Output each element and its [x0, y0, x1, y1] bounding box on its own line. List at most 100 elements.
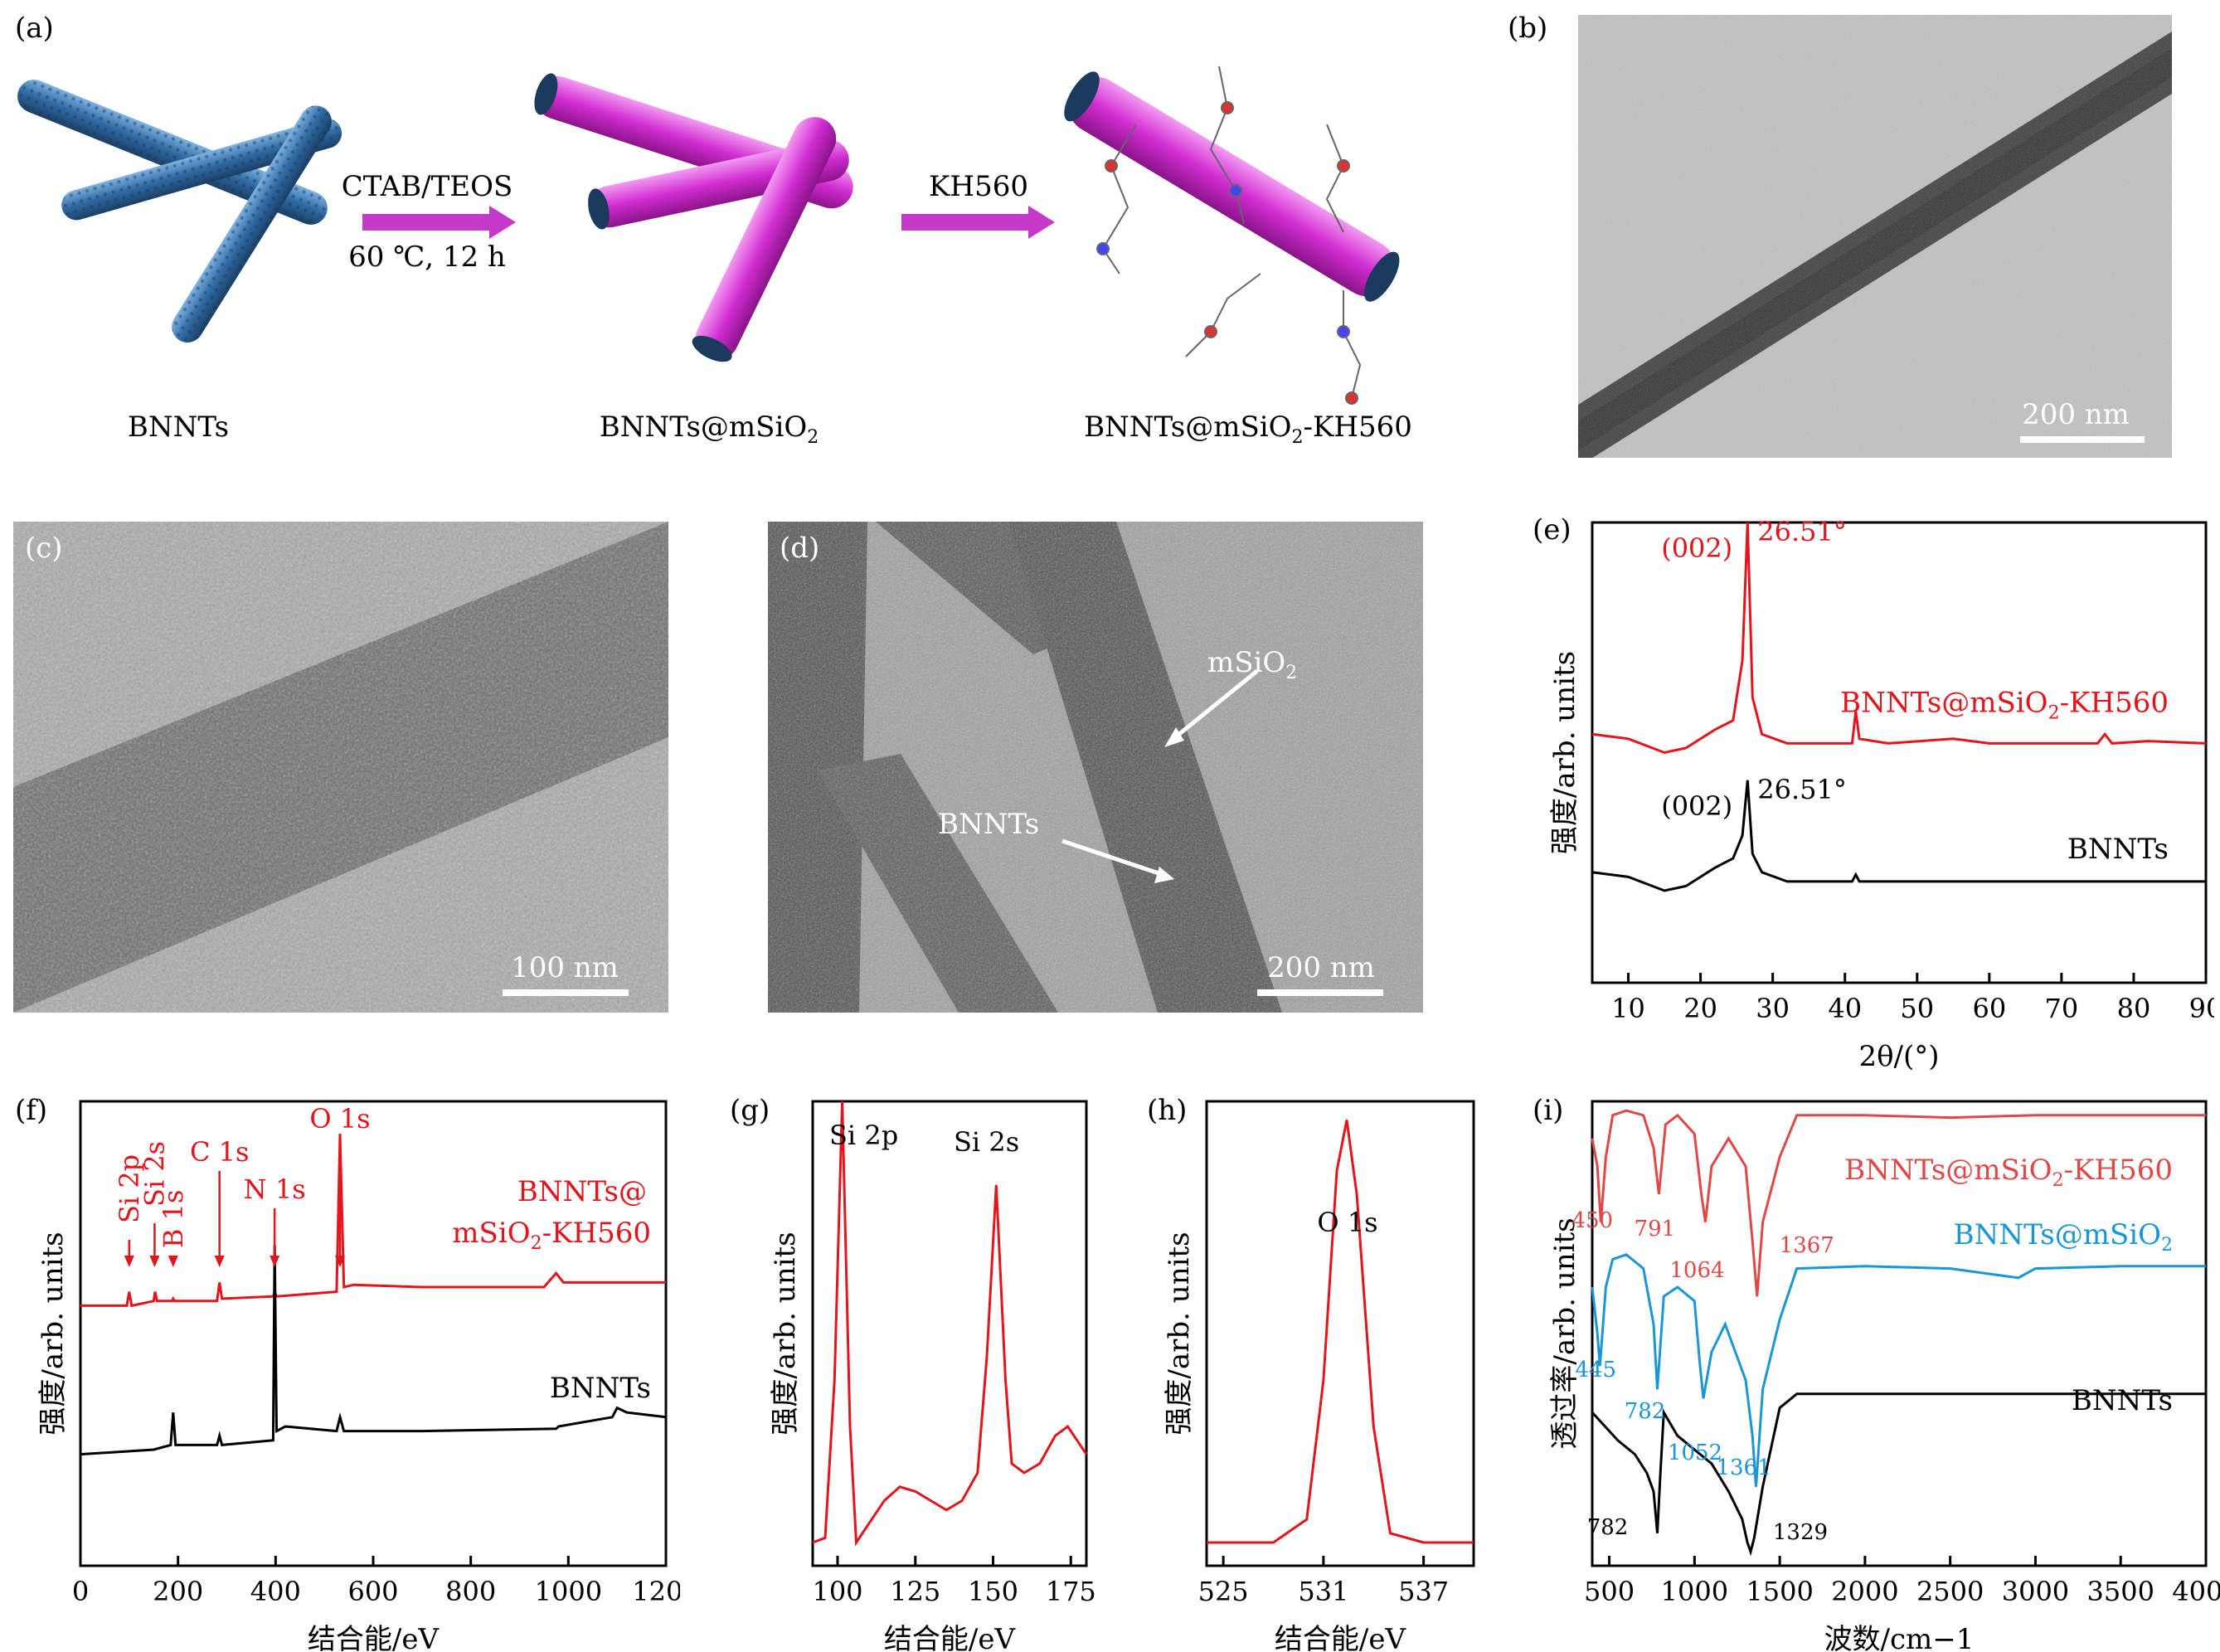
peak-arrowhead: [270, 1256, 280, 1267]
x-tick-label: 100: [812, 1576, 862, 1607]
series-line: [1591, 780, 2206, 892]
tem-image-c: (c) 100 nm: [13, 522, 668, 1013]
peak-arrowhead: [149, 1256, 160, 1267]
panel-label-f: (f): [15, 1094, 47, 1127]
peak-arrowhead: [334, 1256, 345, 1267]
peak-label-blue: 1361: [1716, 1455, 1771, 1480]
panel-label-i: (i): [1533, 1094, 1563, 1127]
caption-coated: BNNTs@mSiO2: [599, 411, 819, 448]
step2-reagent: KH560: [929, 170, 1028, 203]
peak-annotation: B 1s: [158, 1190, 189, 1248]
peak-annotation-si2p: Si 2p: [829, 1120, 898, 1151]
x-tick-label: 150: [968, 1576, 1018, 1607]
kh560-chains: [1096, 66, 1362, 405]
x-axis-label: 结合能/eV: [308, 1623, 440, 1652]
peak-label-black: 1329: [1773, 1520, 1828, 1545]
series-label-red: BNNTs@mSiO2-KH560: [1844, 1154, 2173, 1191]
plane-label: (002): [1661, 532, 1732, 564]
peak-annotation: N 1s: [244, 1173, 306, 1205]
series-line: [812, 1101, 1088, 1547]
panel-label-a: (a): [15, 12, 54, 45]
peak-annotation: Si 2s: [138, 1141, 170, 1207]
peak-annotation: C 1s: [190, 1136, 249, 1168]
x-tick-label: 1500: [1746, 1576, 1813, 1607]
y-axis-label: 强度/arb. units: [36, 1232, 70, 1435]
x-tick-label: 2000: [1831, 1576, 1898, 1607]
peak-annotation-o1s: O 1s: [1317, 1207, 1377, 1238]
scalebar-label-b: 200 nm: [2022, 398, 2130, 431]
y-axis-label: 透过率/arb. units: [1548, 1217, 1581, 1449]
x-tick-label: 60: [1972, 993, 2006, 1024]
plot-frame: [1205, 1100, 1475, 1567]
x-axis-label: 结合能/eV: [1275, 1623, 1407, 1652]
peak-label-blue: 782: [1625, 1399, 1666, 1424]
x-axis-label: 2θ/(°): [1858, 1040, 1939, 1073]
x-tick-label: 600: [347, 1576, 398, 1607]
x-tick-label: 30: [1756, 993, 1790, 1024]
label-msio2: mSiO2: [1207, 646, 1298, 683]
x-axis-label: 结合能/eV: [884, 1623, 1017, 1652]
ftir-chart: 500 1000 1500 2000 2500 3000 3500 4000 波数/cm−1 透过…: [1533, 1094, 2220, 1652]
step1-reagents: CTAB/TEOS: [341, 170, 513, 203]
x-tick-label: 500: [1584, 1576, 1635, 1607]
bnnt-tubes-illustration: [17, 80, 342, 343]
plot-frame: [811, 1100, 1088, 1567]
peak-label-black: 782: [1587, 1515, 1629, 1540]
reaction-arrow-2: [901, 206, 1055, 239]
y-axis-label: 强度/arb. units: [1163, 1232, 1196, 1435]
series-line: [80, 1245, 667, 1456]
x-tick-label: 1200: [632, 1576, 680, 1607]
y-axis-label: 强度/arb. units: [1548, 651, 1581, 854]
x-tick-label: 2500: [1916, 1576, 1984, 1607]
plane-label: (002): [1661, 790, 1732, 822]
x-tick-label: 50: [1900, 993, 1934, 1024]
x-tick-label: 70: [2045, 993, 2079, 1024]
series-line: [1207, 1120, 1474, 1544]
tem-image-b: 200 nm: [1578, 15, 2172, 458]
x-tick-label: 40: [1828, 993, 1862, 1024]
peak-label-red: 1064: [1669, 1258, 1724, 1283]
y-axis-label: 强度/arb. units: [769, 1232, 802, 1435]
series-line: [1591, 1109, 2206, 1297]
series-line: [1591, 1253, 2206, 1487]
x-tick-label: 80: [2117, 993, 2151, 1024]
peak-label-red: 1367: [1780, 1233, 1834, 1258]
x-tick-label: 0: [72, 1576, 89, 1607]
panel-label-g: (g): [730, 1094, 770, 1127]
x-tick-label: 20: [1683, 993, 1717, 1024]
peak-angle-label: 26.51°: [1757, 516, 1847, 547]
x-tick-label: 10: [1611, 993, 1645, 1024]
peak-label-blue: 1052: [1668, 1441, 1722, 1465]
series-label-bnnts: BNNTs: [550, 1372, 651, 1405]
peak-annotation-si2s: Si 2s: [954, 1126, 1019, 1158]
x-tick-label: 537: [1398, 1576, 1449, 1607]
series-label-line2: mSiO2-KH560: [452, 1217, 651, 1254]
peak-annotation: O 1s: [309, 1103, 370, 1135]
peak-label-red: 450: [1571, 1208, 1613, 1233]
label-bnnts: BNNTs: [938, 808, 1040, 841]
caption-grafted: BNNTs@mSiO2-KH560: [1084, 411, 1412, 448]
schematic-figure: [17, 66, 1400, 405]
series-line: [1591, 522, 2207, 755]
x-tick-label: 400: [250, 1576, 301, 1607]
peak-label-blue: 445: [1575, 1358, 1616, 1382]
xps-survey-chart: 0 200 400 600 800 1000 1200 结合能/eV 强度/arb. units…: [15, 1094, 680, 1652]
panel-label-b: (b): [1508, 12, 1548, 45]
x-tick-label: 800: [445, 1576, 496, 1607]
scalebar-label-c: 100 nm: [511, 951, 619, 984]
scalebar-b: [2020, 436, 2145, 443]
series-label: BNNTs: [2067, 833, 2169, 866]
reaction-arrow-1: [362, 206, 516, 239]
x-tick-label: 175: [1046, 1576, 1096, 1607]
x-tick-label: 525: [1198, 1576, 1249, 1607]
x-tick-label: 4000: [2172, 1576, 2220, 1607]
x-tick-label: 200: [153, 1576, 203, 1607]
peak-arrowhead: [168, 1256, 178, 1267]
series-label-blue: BNNTs@mSiO2: [1954, 1218, 2173, 1256]
series-label: BNNTs@mSiO2-KH560: [1840, 686, 2169, 723]
series-label-black: BNNTs: [2072, 1384, 2173, 1417]
x-tick-label: 3500: [2087, 1576, 2154, 1607]
scalebar-d: [1257, 989, 1383, 996]
plot-frame: [1591, 1100, 2208, 1567]
peak-label-red: 791: [1635, 1217, 1676, 1241]
